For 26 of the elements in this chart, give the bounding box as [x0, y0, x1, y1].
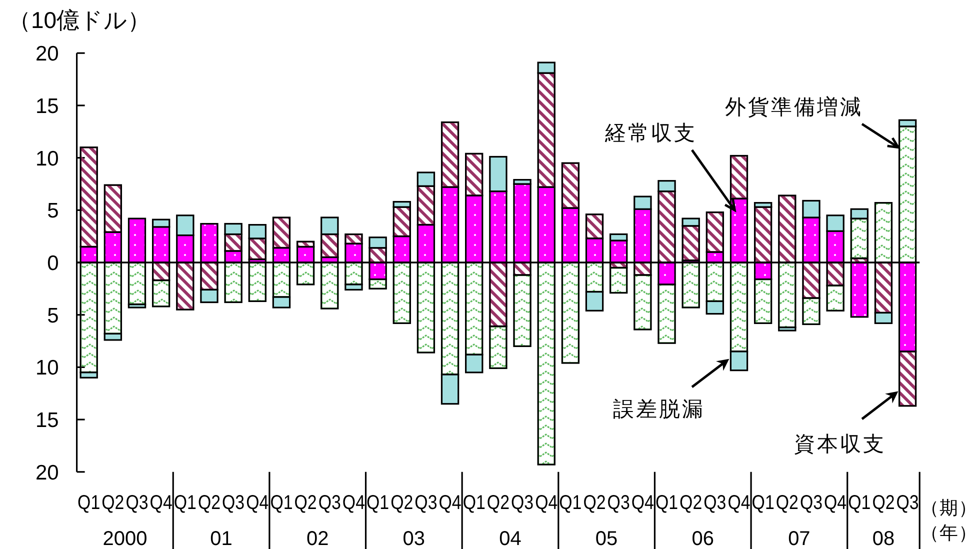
- text: 03: [402, 528, 426, 549]
- x-tick-label: Q3: [896, 492, 923, 514]
- text: 05: [595, 528, 618, 549]
- y-tick-label: 10: [35, 356, 59, 380]
- series-label: 誤差脱漏: [613, 398, 705, 421]
- series-label: 外貨準備増減: [725, 95, 863, 119]
- y-tick-label: 15: [35, 409, 59, 432]
- text: 08: [872, 528, 895, 549]
- series-label: 資本収支: [794, 433, 886, 456]
- text: （年）: [920, 522, 978, 543]
- text: 04: [499, 528, 522, 549]
- text: 01: [210, 528, 232, 549]
- text: 07: [788, 528, 810, 549]
- y-axis-title: （10億ドル）: [8, 7, 151, 33]
- y-tick-label: 15: [35, 94, 59, 118]
- y-tick-label: 0: [47, 252, 59, 275]
- y-tick-label: 10: [35, 147, 59, 170]
- y-tick-label: 20: [35, 42, 59, 66]
- text: 2000: [102, 528, 148, 549]
- y-tick-label: 5: [47, 304, 59, 328]
- y-tick-label: 20: [35, 461, 59, 484]
- text: 経常収支: [604, 122, 697, 145]
- text: 06: [692, 528, 714, 549]
- text: 02: [306, 528, 329, 549]
- y-tick-label: 5: [47, 200, 59, 223]
- x-axis-title: （期）: [920, 497, 978, 518]
